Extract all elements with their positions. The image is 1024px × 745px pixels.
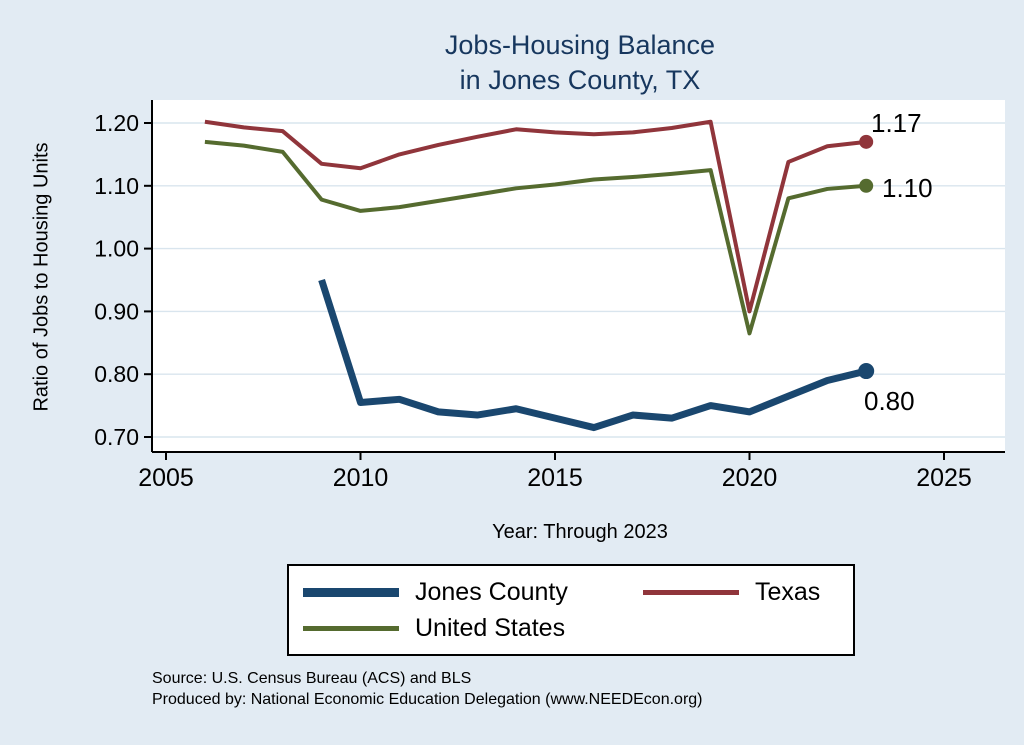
x-tick-label: 2015 (527, 464, 583, 492)
legend-row: Jones County Texas (303, 574, 839, 610)
y-tick-label: 1.20 (94, 110, 139, 136)
line-united-states (204, 139, 867, 336)
legend: Jones County Texas United States (287, 564, 855, 656)
end-marker-united-states (859, 178, 874, 193)
legend-label-united-states: United States (415, 613, 566, 642)
legend-label-texas: Texas (755, 577, 821, 606)
y-tick-label: 0.90 (94, 298, 139, 324)
legend-entry-united-states: United States (303, 614, 643, 643)
legend-swatch-jones-county (303, 587, 399, 597)
x-tick-label: 2005 (138, 464, 194, 492)
legend-label-jones-county: Jones County (415, 577, 568, 606)
chart-title: Jobs-Housing Balance in Jones County, TX (150, 28, 1010, 98)
end-label-united-states: 1.10 (882, 173, 933, 203)
source-line2: Produced by: National Economic Education… (152, 691, 703, 708)
line-texas (204, 119, 867, 314)
y-axis-label: Ratio of Jobs to Housing Units (30, 142, 53, 412)
source-note: Source: U.S. Census Bureau (ACS) and BLS… (152, 668, 703, 710)
legend-swatch-united-states (303, 625, 399, 631)
source-line1: Source: U.S. Census Bureau (ACS) and BLS (152, 670, 472, 687)
end-marker-jones-county (858, 363, 875, 380)
legend-entry-texas: Texas (643, 578, 839, 607)
y-tick-label: 1.10 (94, 173, 139, 199)
chart-title-line2: in Jones County, TX (459, 65, 701, 95)
y-tick-label: 0.70 (94, 424, 139, 450)
y-tick-label: 0.80 (94, 361, 139, 387)
end-marker-texas (859, 134, 874, 149)
legend-swatch-texas (643, 589, 739, 595)
x-tick-label: 2010 (333, 464, 389, 492)
end-label-jones-county: 0.80 (864, 386, 915, 416)
legend-entry-jones-county: Jones County (303, 578, 643, 607)
line-jones-county (318, 278, 868, 432)
end-label-texas: 1.17 (871, 108, 922, 138)
plot-background (152, 100, 1005, 452)
x-tick-label: 2020 (722, 464, 778, 492)
chart-title-line1: Jobs-Housing Balance (444, 30, 716, 60)
x-tick-label: 2025 (916, 464, 972, 492)
y-tick-label: 1.00 (94, 236, 139, 262)
x-axis-label: Year: Through 2023 (492, 521, 668, 543)
legend-row: United States (303, 610, 839, 646)
